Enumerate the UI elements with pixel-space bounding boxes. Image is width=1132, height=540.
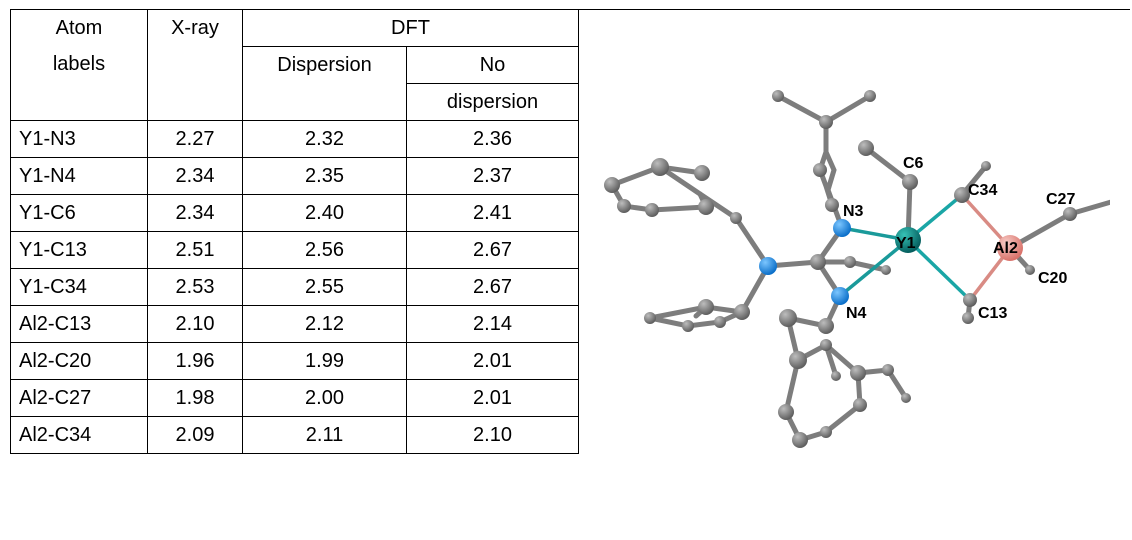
nitrogen-atom-amine (759, 257, 777, 275)
no-dispersion-value: 2.41 (406, 194, 579, 232)
no-dispersion-value: 2.10 (406, 416, 579, 454)
atom-label-n4: N4 (846, 305, 867, 322)
bond-label: Al2-C13 (10, 305, 148, 343)
bond-label: Y1-C6 (10, 194, 148, 232)
table-row: Al2-C34 2.09 2.11 2.10 (10, 416, 579, 454)
xray-value: 2.51 (147, 231, 243, 269)
xray-value: 2.34 (147, 194, 243, 232)
atom-label-c20: C20 (1038, 270, 1067, 287)
molecular-structure: C6 N3 Y1 C34 C27 Al2 C20 N4 C13 (604, 90, 1110, 448)
dft-header: DFT (242, 9, 579, 47)
no-dispersion-value: 2.36 (406, 120, 579, 158)
xray-value: 2.34 (147, 157, 243, 195)
table-row: Y1-C34 2.53 2.55 2.67 (10, 268, 579, 306)
dispersion-value: 2.00 (242, 379, 407, 417)
aluminium-atom-al2 (997, 235, 1023, 261)
table-row: Y1-N3 2.27 2.32 2.36 (10, 120, 579, 158)
dispersion-value: 2.12 (242, 305, 407, 343)
bond-label: Al2-C27 (10, 379, 148, 417)
bond-label: Y1-N3 (10, 120, 148, 158)
nitrogen-atom-n3 (833, 219, 851, 237)
no-dispersion-value: 2.14 (406, 305, 579, 343)
xray-value: 2.27 (147, 120, 243, 158)
no-dispersion-header-line1: No (406, 46, 579, 84)
dispersion-value: 2.35 (242, 157, 407, 195)
xray-value: 2.10 (147, 305, 243, 343)
nitrogen-atom-n4 (831, 287, 849, 305)
yttrium-atom-y1 (895, 227, 921, 253)
no-dispersion-value: 2.67 (406, 268, 579, 306)
atom-header-line1: Atom (55, 17, 103, 39)
table-row: Al2-C27 1.98 2.00 2.01 (10, 379, 579, 417)
no-dispersion-header-line2: dispersion (406, 83, 579, 121)
atom-header-line2: labels (52, 53, 106, 75)
dispersion-value: 2.11 (242, 416, 407, 454)
bond-label: Y1-C13 (10, 231, 148, 269)
dispersion-value: 2.56 (242, 231, 407, 269)
dispersion-value: 1.99 (242, 342, 407, 380)
atom-label-c34: C34 (968, 182, 997, 199)
atom-label-y1: Y1 (896, 235, 916, 252)
xray-value: 2.53 (147, 268, 243, 306)
table-row: Y1-N4 2.34 2.35 2.37 (10, 157, 579, 195)
carbon-atoms (604, 90, 1077, 448)
bond-length-table: Atom labels X-ray DFT Dispersion No disp… (10, 9, 579, 454)
dispersion-value: 2.55 (242, 268, 407, 306)
no-dispersion-value: 2.67 (406, 231, 579, 269)
bond-label: Y1-C34 (10, 268, 148, 306)
atom-label-c27: C27 (1046, 191, 1075, 208)
atom-label-c13: C13 (978, 305, 1007, 322)
metal-bonds (838, 193, 1012, 302)
xray-value: 1.98 (147, 379, 243, 417)
no-dispersion-value: 2.01 (406, 342, 579, 380)
dispersion-value: 2.40 (242, 194, 407, 232)
bond-label: Al2-C34 (10, 416, 148, 454)
atom-labels-header: Atom labels (10, 9, 148, 121)
xray-value: 2.09 (147, 416, 243, 454)
dispersion-header: Dispersion (242, 46, 407, 121)
table-row: Al2-C20 1.96 1.99 2.01 (10, 342, 579, 380)
atom-label-n3: N3 (843, 203, 864, 220)
table-row: Al2-C13 2.10 2.12 2.14 (10, 305, 579, 343)
bond-label: Y1-N4 (10, 157, 148, 195)
atom-label-al2: Al2 (993, 240, 1018, 257)
no-dispersion-value: 2.37 (406, 157, 579, 195)
bond-label: Al2-C20 (10, 342, 148, 380)
table-row: Y1-C13 2.51 2.56 2.67 (10, 231, 579, 269)
atom-label-c6: C6 (903, 155, 924, 172)
no-dispersion-value: 2.01 (406, 379, 579, 417)
dispersion-value: 2.32 (242, 120, 407, 158)
xray-header: X-ray (147, 9, 243, 121)
xray-value: 1.96 (147, 342, 243, 380)
table-row: Y1-C6 2.34 2.40 2.41 (10, 194, 579, 232)
